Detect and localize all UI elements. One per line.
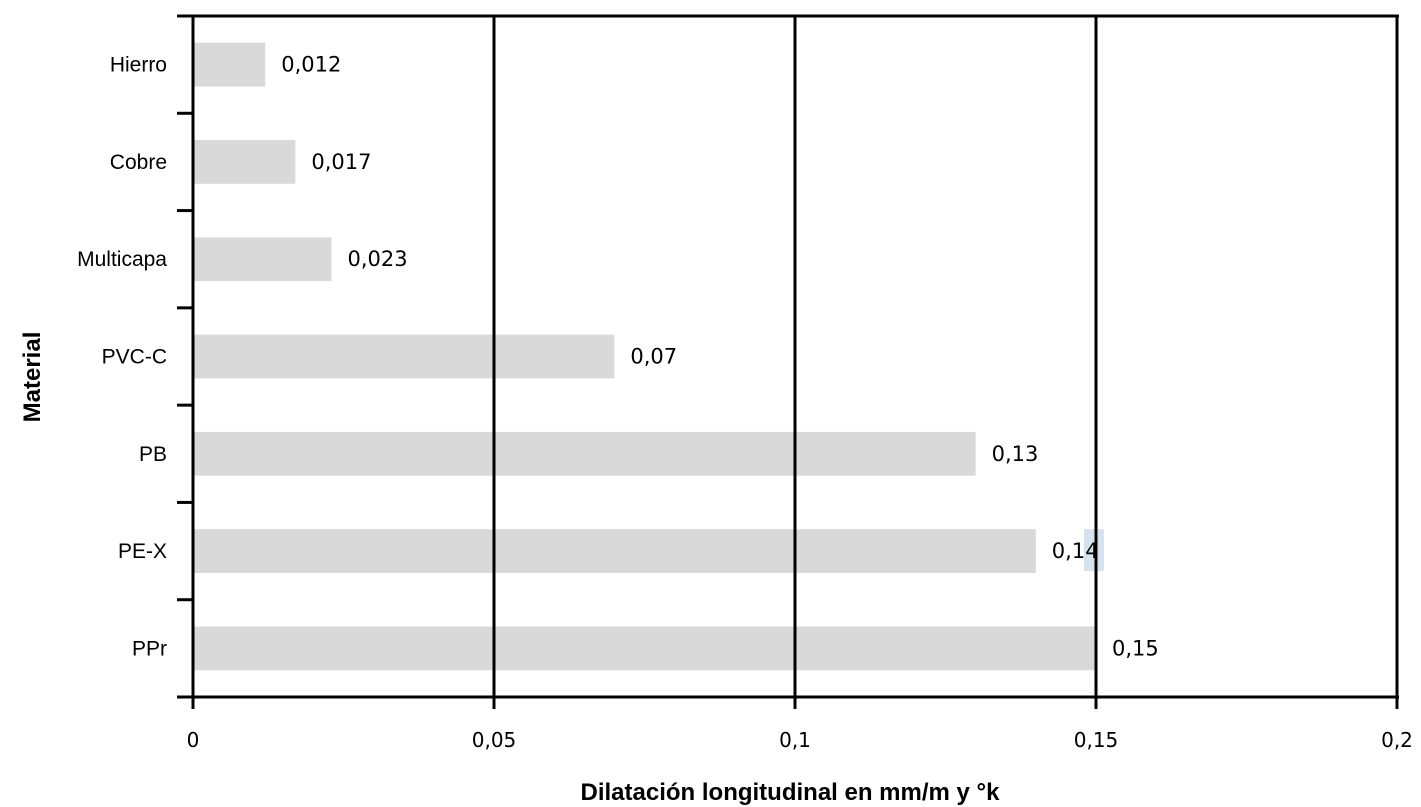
x-tick-label: 0,15 <box>1074 728 1119 752</box>
bar-pvc-c <box>193 334 615 379</box>
bars <box>193 42 1104 671</box>
bar-ppr <box>193 626 1096 671</box>
x-axis-title: Dilatación longitudinal en mm/m y °k <box>581 779 1001 806</box>
labels: 0,012 Hierro 0,017 Cobre 0,023 Multicapa 0,07 P… <box>77 16 1413 752</box>
category-label-pe-x: PE-X <box>118 540 167 563</box>
data-label-ppr: 0,15 <box>1112 636 1159 660</box>
x-tick-label: 0 <box>187 728 200 752</box>
data-label-pb: 0,13 <box>992 442 1039 466</box>
bar-pe-x <box>193 529 1036 573</box>
data-label-pe-x: 0,14 <box>1052 539 1099 563</box>
data-label-pvc-c: 0,07 <box>630 345 677 369</box>
category-label-hierro: Hierro <box>110 54 167 77</box>
x-tick-label: 0,2 <box>1381 728 1413 752</box>
bar-multicapa <box>193 237 332 282</box>
category-ticks <box>177 111 1399 709</box>
data-label-cobre: 0,017 <box>311 150 371 174</box>
label-highlight <box>1083 529 1104 572</box>
bar-hierro <box>193 42 266 87</box>
bar-pb <box>193 431 976 476</box>
data-label-multicapa: 0,023 <box>347 247 407 271</box>
category-label-multicapa: Multicapa <box>77 248 167 271</box>
data-label-hierro: 0,012 <box>281 53 341 77</box>
bar-cobre <box>193 140 296 184</box>
x-tick-label: 0,05 <box>472 728 517 752</box>
axes <box>177 14 1399 699</box>
category-label-pvc-c: PVC-C <box>102 346 167 369</box>
category-label-pb: PB <box>139 443 167 466</box>
category-label-cobre: Cobre <box>110 151 167 174</box>
x-tick-label: 0,1 <box>779 728 811 752</box>
y-axis-title: Material <box>19 332 46 423</box>
category-label-ppr: PPr <box>132 637 167 660</box>
